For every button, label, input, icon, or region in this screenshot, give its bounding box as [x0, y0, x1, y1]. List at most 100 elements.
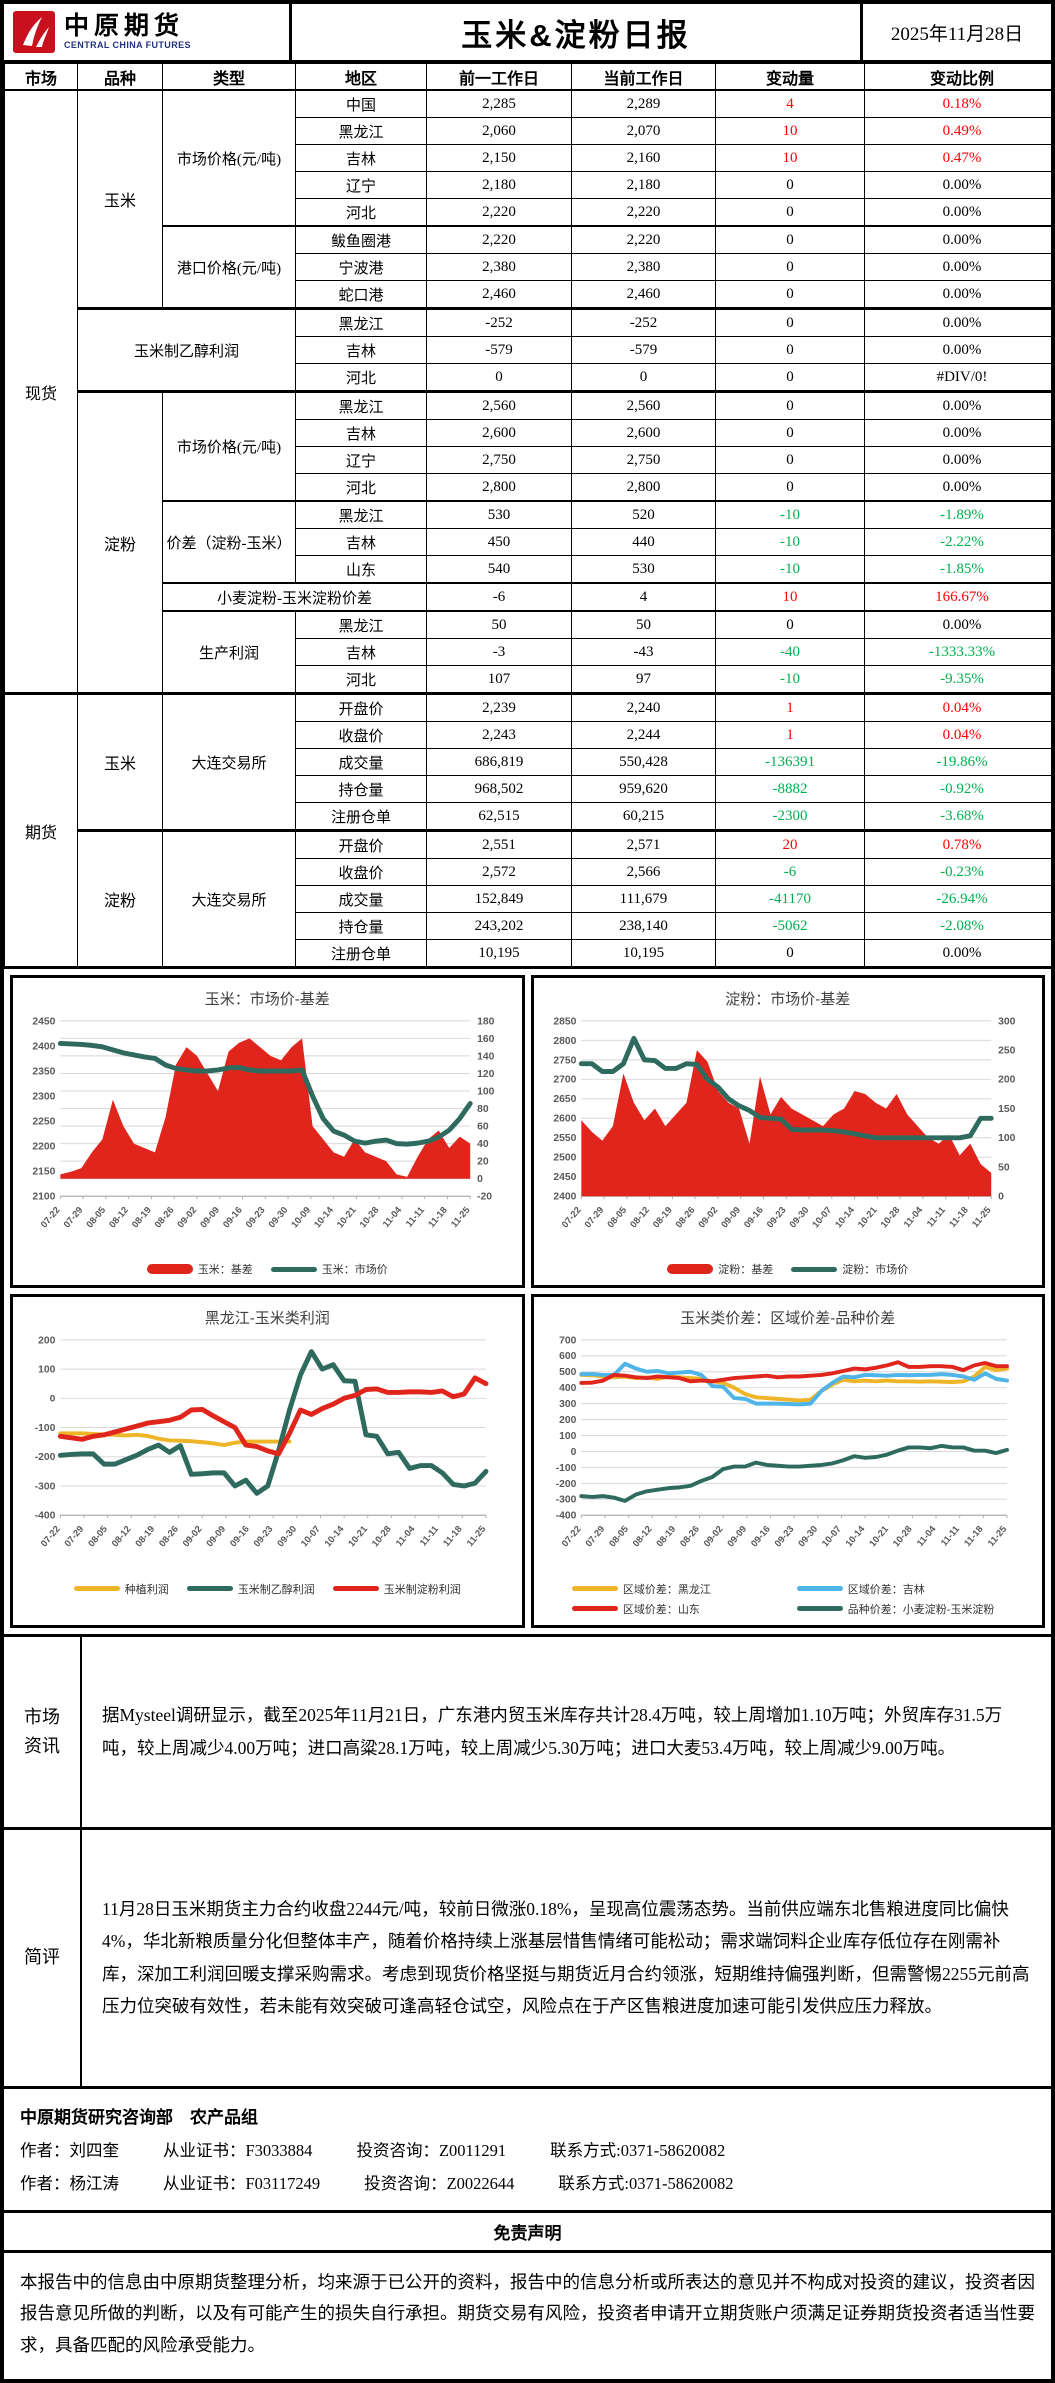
- svg-text:-20: -20: [477, 1192, 492, 1203]
- svg-text:2450: 2450: [32, 1016, 55, 1027]
- svg-text:11-11: 11-11: [938, 1524, 960, 1548]
- table-cell: -41170: [716, 886, 865, 913]
- author-field: 从业证书：F03117249: [163, 2170, 320, 2194]
- table-cell: 0.47%: [865, 145, 1055, 172]
- table-cell: 2,380: [427, 254, 572, 281]
- svg-text:0: 0: [998, 1192, 1004, 1203]
- svg-text:10-14: 10-14: [323, 1524, 347, 1549]
- table-cell: 河北: [296, 474, 427, 502]
- svg-text:11-11: 11-11: [418, 1524, 440, 1548]
- table-cell: -40: [716, 639, 865, 666]
- table-cell: -0.92%: [865, 776, 1055, 803]
- svg-text:10-28: 10-28: [358, 1205, 381, 1230]
- legend-swatch: [271, 1267, 317, 1272]
- svg-text:09-30: 09-30: [787, 1205, 810, 1230]
- table-cell: 注册仓单: [296, 803, 427, 831]
- table-cell: 辽宁: [296, 172, 427, 199]
- table-cell: 2,600: [427, 420, 572, 447]
- svg-text:09-30: 09-30: [796, 1524, 819, 1549]
- svg-text:300: 300: [998, 1016, 1015, 1027]
- table-cell: -3: [427, 639, 572, 666]
- table-cell: 1: [716, 722, 865, 749]
- table-cell: -8882: [716, 776, 865, 803]
- table-cell: -10: [716, 666, 865, 694]
- svg-text:08-19: 08-19: [654, 1524, 677, 1549]
- table-cell: -10: [716, 501, 865, 529]
- svg-text:11-11: 11-11: [404, 1205, 426, 1229]
- svg-text:-200: -200: [555, 1479, 576, 1490]
- table-cell: 152,849: [427, 886, 572, 913]
- report-title: 玉米&淀粉日报: [292, 4, 863, 60]
- svg-text:08-12: 08-12: [110, 1524, 133, 1549]
- svg-text:09-09: 09-09: [725, 1524, 748, 1549]
- svg-text:11-25: 11-25: [449, 1205, 472, 1229]
- table-cell: 宁波港: [296, 254, 427, 281]
- table-cell: -10: [716, 556, 865, 584]
- svg-text:2300: 2300: [32, 1091, 55, 1102]
- table-cell: 97: [572, 666, 716, 694]
- chart-legend: 区域价差：黑龙江区域价差：吉林区域价差：山东品种价差：小麦淀粉-玉米淀粉: [536, 1579, 1041, 1621]
- svg-text:120: 120: [477, 1069, 494, 1080]
- legend-item: 区域价差：吉林: [797, 1581, 1004, 1597]
- chart-svg: -400-300-200-100010020030040050060070007…: [536, 1330, 1041, 1578]
- table-cell: 淀粉: [78, 831, 163, 968]
- table-cell: 0: [716, 611, 865, 639]
- table-cell: 黑龙江: [296, 118, 427, 145]
- svg-text:09-23: 09-23: [764, 1205, 787, 1230]
- svg-text:11-04: 11-04: [901, 1204, 924, 1229]
- table-cell: 注册仓单: [296, 940, 427, 968]
- legend-label: 玉米：基差: [198, 1261, 253, 1277]
- svg-text:200: 200: [559, 1415, 576, 1426]
- table-cell: 鲅鱼圈港: [296, 226, 427, 254]
- table-cell: 10: [716, 118, 865, 145]
- table-cell: 166.67%: [865, 583, 1055, 611]
- comment-label: 简评: [4, 1830, 82, 2086]
- svg-text:07-22: 07-22: [559, 1205, 582, 1230]
- table-cell: 2,220: [427, 226, 572, 254]
- column-header: 前一工作日: [427, 64, 572, 91]
- legend-label: 玉米：市场价: [322, 1261, 388, 1277]
- table-cell: 0.00%: [865, 447, 1055, 474]
- legend-label: 玉米制淀粉利润: [384, 1581, 461, 1597]
- svg-text:10-14: 10-14: [843, 1524, 867, 1549]
- svg-text:2100: 2100: [32, 1192, 55, 1203]
- svg-text:2550: 2550: [553, 1133, 576, 1144]
- table-cell: 968,502: [427, 776, 572, 803]
- table-cell: 0.49%: [865, 118, 1055, 145]
- table-cell: 2,220: [572, 199, 716, 227]
- table-cell: 2,600: [572, 420, 716, 447]
- table-cell: 玉米制乙醇利润: [78, 309, 296, 392]
- table-cell: 收盘价: [296, 722, 427, 749]
- table-cell: 0.00%: [865, 474, 1055, 502]
- legend-label: 区域价差：吉林: [848, 1581, 925, 1597]
- svg-text:09-30: 09-30: [275, 1524, 298, 1549]
- svg-text:10-28: 10-28: [878, 1205, 901, 1230]
- svg-text:2600: 2600: [553, 1114, 576, 1125]
- svg-text:08-12: 08-12: [628, 1205, 651, 1230]
- table-cell: 港口价格(元/吨): [163, 226, 296, 309]
- table-cell: 2,244: [572, 722, 716, 749]
- svg-text:60: 60: [477, 1122, 489, 1133]
- table-cell: 持仓量: [296, 776, 427, 803]
- author-field: 作者：刘四奎: [20, 2137, 119, 2161]
- table-cell: 0: [716, 940, 865, 968]
- svg-text:2450: 2450: [553, 1172, 576, 1183]
- table-cell: 中国: [296, 90, 427, 118]
- svg-text:08-26: 08-26: [157, 1524, 180, 1549]
- svg-text:07-29: 07-29: [583, 1524, 606, 1549]
- svg-text:10-21: 10-21: [346, 1524, 369, 1549]
- legend-label: 淀粉：基差: [718, 1261, 773, 1277]
- svg-text:100: 100: [559, 1431, 576, 1442]
- table-cell: -1.85%: [865, 556, 1055, 584]
- svg-text:300: 300: [559, 1399, 576, 1410]
- table-cell: 吉林: [296, 420, 427, 447]
- table-cell: 2,566: [572, 859, 716, 886]
- table-cell: 2,060: [427, 118, 572, 145]
- svg-text:2150: 2150: [32, 1167, 55, 1178]
